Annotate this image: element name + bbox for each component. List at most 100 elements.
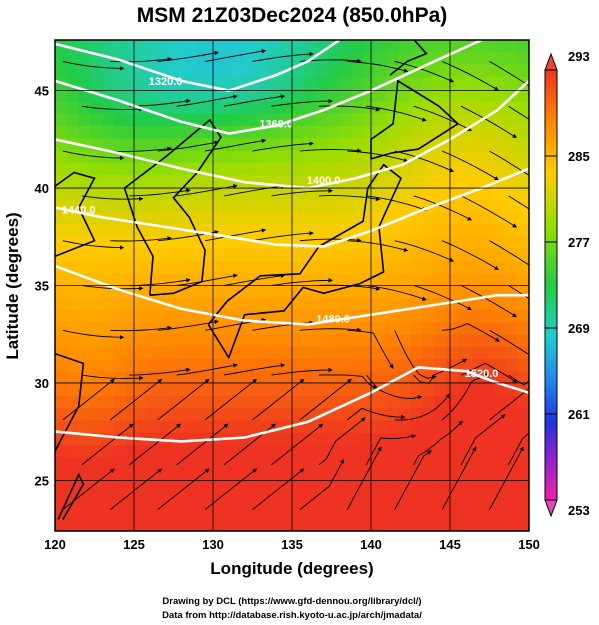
chart-title: MSM 21Z03Dec2024 (850.0hPa) <box>137 4 448 27</box>
coastline <box>370 79 460 160</box>
heat-cell <box>469 420 483 434</box>
heat-cell <box>197 359 210 373</box>
heat-cell <box>268 469 281 483</box>
heat-cell <box>209 457 222 471</box>
heat-cell <box>505 518 518 531</box>
heat-cell <box>90 113 103 127</box>
heat-cell <box>398 518 412 531</box>
heat-cell <box>149 187 163 201</box>
heat-cell <box>469 52 483 66</box>
heat-cell <box>351 383 364 397</box>
heat-cell <box>303 64 317 78</box>
heat-cell <box>232 506 246 520</box>
heat-cell <box>410 408 423 422</box>
streamline <box>62 468 115 510</box>
heat-cell <box>339 260 352 274</box>
contour-label: 1520.0 <box>465 368 499 380</box>
heat-cell <box>434 445 447 458</box>
heat-cell <box>469 445 483 458</box>
heat-cell <box>78 334 92 348</box>
heat-cell <box>268 199 281 213</box>
heat-cell <box>339 408 352 422</box>
heat-cell <box>232 432 246 446</box>
heat-cell <box>315 383 329 397</box>
heat-cell <box>185 383 198 397</box>
heat-cell <box>197 494 210 508</box>
heat-cell <box>244 175 258 188</box>
heat-cell <box>505 236 518 250</box>
heat-cell <box>410 162 423 176</box>
heat-cell <box>185 40 198 53</box>
heat-cell <box>55 187 68 201</box>
heat-cell <box>469 236 483 250</box>
heat-cell <box>292 101 305 115</box>
heat-cell <box>256 285 269 299</box>
heat-cell <box>469 113 483 127</box>
heat-cell <box>90 334 103 348</box>
streamline <box>62 378 115 421</box>
heat-cell <box>457 64 471 78</box>
heat-cell <box>173 518 186 531</box>
heat-cell <box>457 494 471 508</box>
heat-cell <box>114 224 127 238</box>
heat-cell <box>374 113 388 127</box>
heat-cell <box>66 457 80 471</box>
heat-cell <box>363 346 376 360</box>
heat-cell <box>137 40 151 53</box>
colorbar-tick-label: 261 <box>568 407 590 422</box>
heat-cell <box>114 346 127 360</box>
heat-cell <box>339 420 352 434</box>
heat-cell <box>446 506 459 520</box>
heat-cell <box>327 494 340 508</box>
heat-cell <box>90 162 103 176</box>
heat-cell <box>481 506 495 520</box>
heat-cell <box>173 224 186 238</box>
streamline <box>271 188 333 197</box>
heat-cell <box>493 518 506 531</box>
streamline <box>299 148 362 153</box>
heat-cell <box>90 236 103 250</box>
heat-cell <box>505 346 518 360</box>
heat-cell <box>351 187 364 201</box>
heat-cell <box>292 494 305 508</box>
heat-cell <box>457 310 471 323</box>
heat-cell <box>268 285 281 299</box>
heat-cell <box>137 445 151 458</box>
heat-cell <box>220 113 234 127</box>
heat-cell <box>493 506 506 520</box>
streamline <box>460 105 518 138</box>
heat-cell <box>114 273 127 287</box>
heat-cell <box>446 334 459 348</box>
heat-cell <box>78 420 92 434</box>
heat-cell <box>469 322 483 336</box>
heat-cell <box>280 285 293 299</box>
y-axis-label: Latitude (degrees) <box>3 212 22 359</box>
heat-cell <box>220 187 234 201</box>
heat-cell <box>493 395 506 409</box>
heat-cell <box>137 52 151 66</box>
heat-cell <box>303 199 317 213</box>
heat-cell <box>386 125 400 139</box>
streamline <box>157 140 219 152</box>
heat-cell <box>422 224 435 238</box>
heat-cell <box>137 162 151 176</box>
heat-cell <box>185 199 198 213</box>
heat-cell <box>66 359 80 373</box>
heat-cell <box>398 273 412 287</box>
heat-cell <box>303 408 317 422</box>
heat-cell <box>315 432 329 446</box>
heat-cell <box>102 64 115 78</box>
heat-cell <box>434 40 447 53</box>
heat-cell <box>78 297 92 311</box>
heat-cell <box>280 199 293 213</box>
heat-cell <box>481 395 495 409</box>
heat-cell <box>102 408 115 422</box>
heat-cell <box>232 383 246 397</box>
heat-cell <box>469 297 483 311</box>
heat-cell <box>220 420 234 434</box>
heat-cell <box>55 150 68 164</box>
heat-cell <box>114 297 127 311</box>
heat-cell <box>517 371 529 385</box>
heat-cell <box>173 481 186 495</box>
heat-cell <box>244 248 258 262</box>
